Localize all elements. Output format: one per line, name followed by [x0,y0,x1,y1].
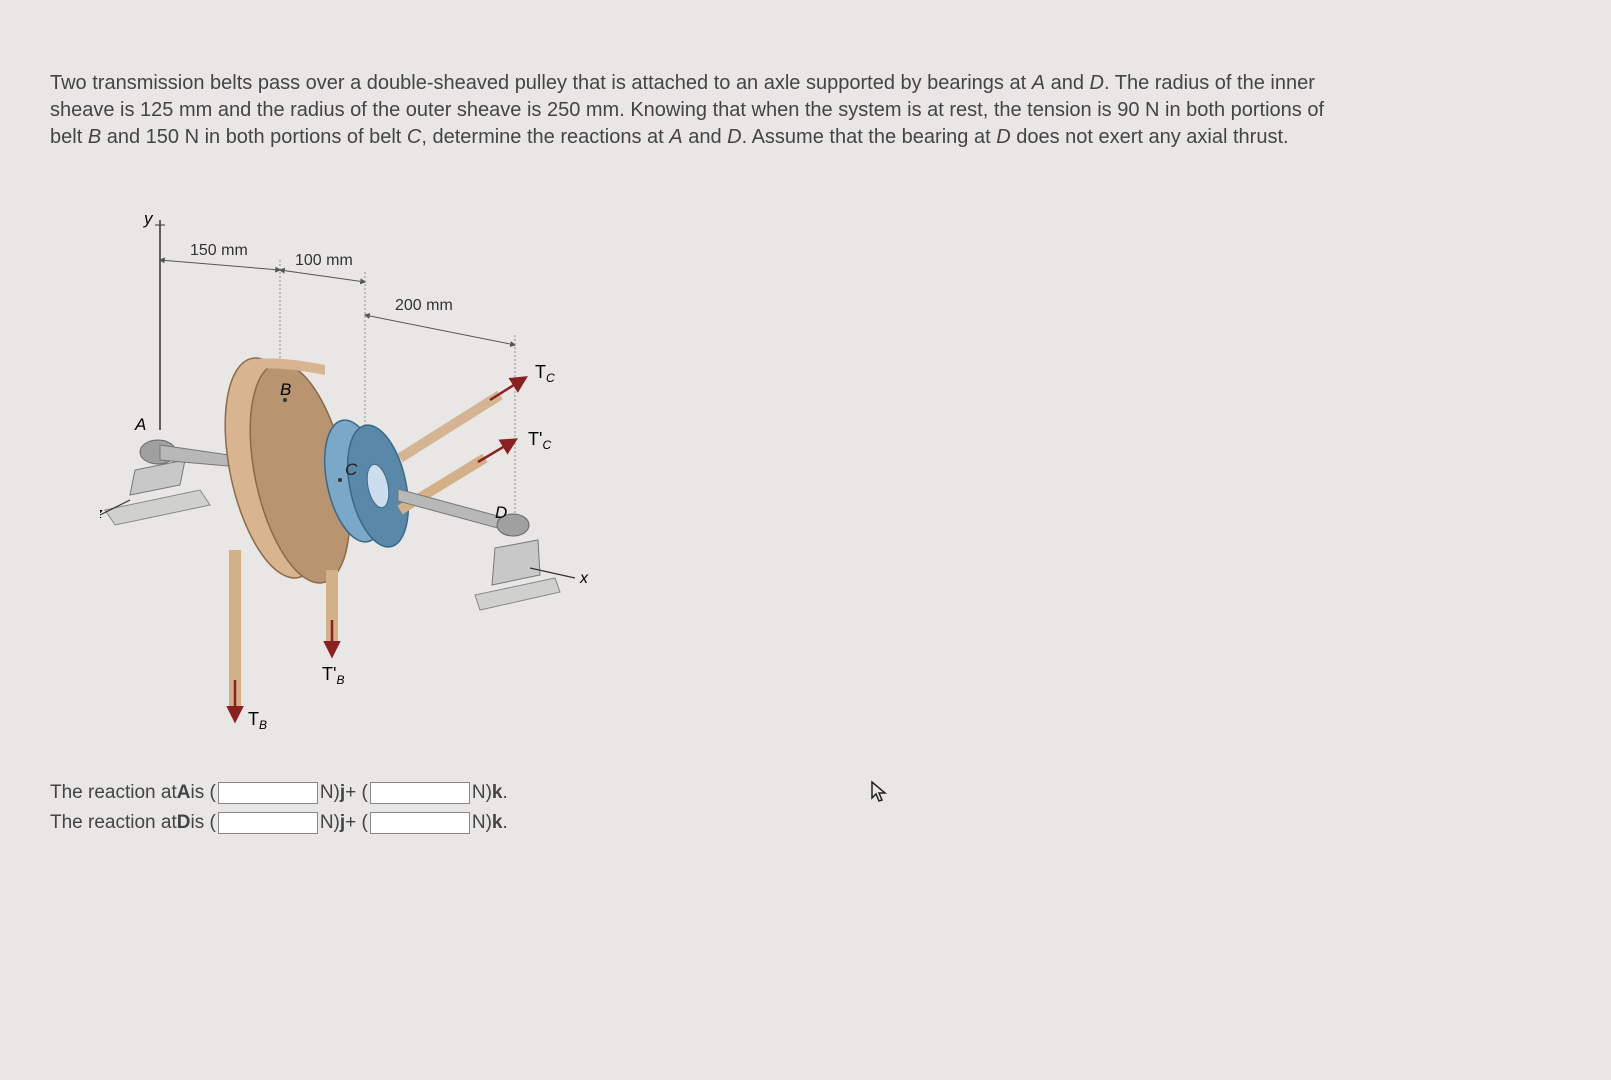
y-axis-label: y [143,209,154,228]
dim-150 [160,260,280,270]
label-tbp: T'B [322,664,344,687]
label-c: C [345,460,358,479]
label-tcp: T'C [528,429,551,452]
label-tb: TB [248,709,267,732]
reaction-d-k-input[interactable] [370,812,470,834]
pulley-figure: y 150 mm 100 mm 200 mm A z B TB T'B [100,200,620,760]
reaction-a-row: The reaction at A is ( N)j + ( N)k. [50,778,508,808]
dim-200 [365,315,515,345]
tcp-arrow [478,440,515,462]
dim-150-label: 150 mm [190,242,248,259]
reaction-d-j-input[interactable] [218,812,318,834]
bearing-a-base [130,460,185,495]
answer-fill-ins: The reaction at A is ( N)j + ( N)k. The … [50,778,508,838]
reaction-a-j-input[interactable] [218,782,318,804]
label-tc: TC [535,362,555,385]
label-d: D [495,503,507,522]
belt-c-back [400,395,500,458]
dim-100 [280,270,365,282]
dim-100-label: 100 mm [295,252,353,269]
label-a: A [134,415,146,434]
bearing-d-base [492,540,540,585]
tc-arrow [490,378,525,400]
x-axis-label: x [579,570,589,587]
reaction-a-k-input[interactable] [370,782,470,804]
floor-d [475,578,560,610]
shaft-right [398,489,505,530]
label-b: B [280,380,291,399]
dim-200-label: 200 mm [395,297,453,314]
cursor-icon [870,780,890,810]
floor-a [105,490,210,525]
problem-statement: Two transmission belts pass over a doubl… [50,70,1360,151]
reaction-d-row: The reaction at D is ( N)j + ( N)k. [50,808,508,838]
